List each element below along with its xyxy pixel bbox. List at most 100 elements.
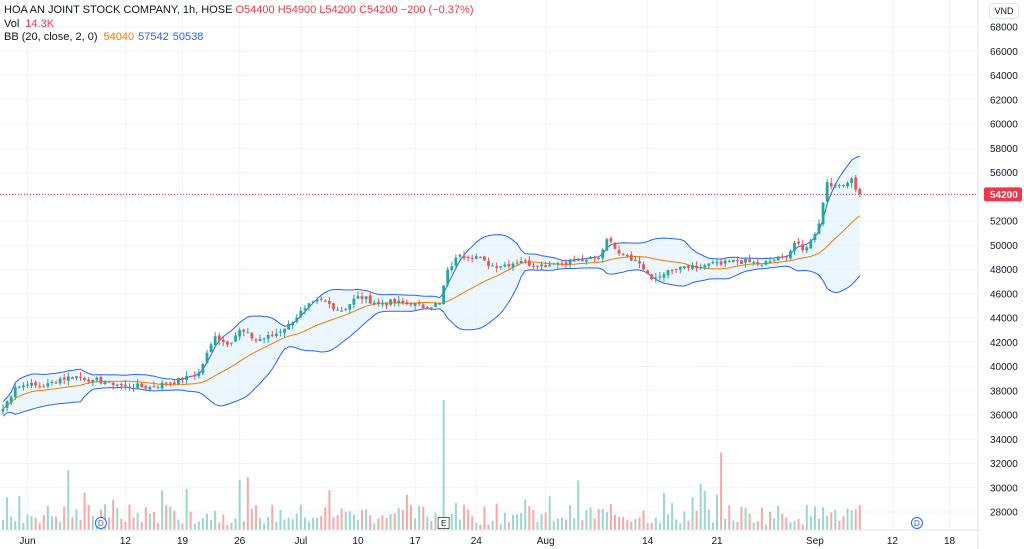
volume-bar	[348, 511, 351, 530]
volume-bar	[569, 505, 572, 530]
candle-body	[666, 270, 670, 276]
volume-bar	[744, 507, 747, 530]
volume-bar	[34, 517, 37, 530]
ohlc-close: C54200	[359, 4, 398, 16]
candle	[548, 261, 552, 267]
volume-bar	[797, 519, 800, 530]
candle-body	[352, 298, 356, 305]
currency-badge[interactable]: VND	[989, 3, 1019, 19]
candle	[160, 380, 164, 392]
earnings-marker[interactable]: E	[437, 517, 450, 529]
candle	[764, 260, 768, 266]
dividend-marker[interactable]: D	[94, 517, 107, 529]
candle	[462, 250, 466, 261]
candle	[858, 187, 862, 198]
candle	[119, 382, 123, 390]
volume-bar	[418, 505, 421, 530]
volume-bar	[634, 518, 637, 530]
candle-body	[850, 178, 854, 183]
volume-series	[2, 400, 861, 530]
candle-body	[580, 258, 584, 262]
volume-bar	[279, 509, 282, 530]
candle	[5, 400, 9, 412]
volume-value: 14.3K	[25, 17, 55, 30]
dividend-marker[interactable]: D	[910, 517, 923, 529]
candle	[287, 320, 290, 330]
legend-volume-row[interactable]: Vol 14.3K	[4, 18, 473, 32]
candle	[66, 372, 70, 386]
volume-bar	[552, 521, 555, 530]
volume-bar	[120, 518, 123, 530]
candle-body	[442, 285, 446, 304]
volume-bar	[671, 502, 674, 530]
candle-body	[491, 265, 494, 267]
candle	[695, 261, 698, 272]
candle-body	[687, 265, 690, 268]
candle-body	[564, 262, 568, 265]
volume-bar	[132, 517, 135, 530]
candle	[589, 256, 592, 260]
candle	[580, 254, 584, 262]
volume-bar	[695, 510, 698, 530]
candle-body	[266, 335, 270, 339]
candle	[1, 404, 5, 415]
candle	[401, 298, 405, 305]
candle	[70, 376, 74, 379]
volume-bar	[618, 516, 621, 530]
candle-body	[425, 307, 429, 309]
volume-bar	[434, 512, 437, 530]
ohlc-change: −200 (−0.37%)	[400, 4, 474, 16]
candle-body	[601, 249, 605, 259]
volume-bar	[662, 492, 665, 530]
candle-body	[144, 386, 148, 389]
bollinger-bands	[2, 155, 861, 417]
candle-body	[303, 308, 307, 310]
candle-body	[682, 266, 686, 269]
candle	[393, 297, 397, 307]
x-tick-label: 12	[887, 536, 899, 547]
volume-bar	[752, 522, 755, 530]
volume-bar	[173, 510, 176, 530]
volume-bar	[263, 523, 266, 530]
x-tick-label: 18	[944, 536, 956, 547]
candle	[54, 380, 58, 385]
volume-bar	[491, 520, 494, 530]
candle	[466, 255, 470, 262]
legend-bb-row[interactable]: BB (20, close, 2, 0) 54040 57542 50538	[4, 31, 473, 45]
candle-body	[254, 339, 258, 341]
x-tick-label: Sep	[806, 536, 824, 547]
candle	[230, 342, 233, 346]
volume-bar	[59, 522, 62, 530]
candle	[568, 258, 572, 270]
candle	[38, 382, 42, 389]
candle-body	[17, 386, 21, 388]
candle-body	[744, 258, 747, 263]
candle-body	[319, 298, 323, 300]
candle-body	[246, 332, 250, 334]
candle	[348, 304, 352, 313]
candle-body	[674, 268, 678, 270]
candle	[527, 256, 531, 267]
candle-body	[38, 386, 42, 388]
candle-body	[323, 300, 327, 302]
candle-body	[242, 329, 246, 332]
candle-body	[642, 264, 645, 270]
x-tick-label: 26	[234, 536, 246, 547]
candle-body	[226, 341, 229, 345]
candle-body	[221, 339, 225, 343]
volume-bar	[287, 517, 290, 530]
candle-body	[385, 302, 388, 306]
candle	[34, 380, 38, 389]
candle-body	[360, 296, 364, 300]
candle-body	[731, 259, 735, 263]
candle	[279, 328, 282, 337]
volume-bar	[222, 514, 225, 530]
candle-body	[30, 382, 33, 386]
candle-body	[279, 331, 282, 333]
candle-body	[748, 259, 752, 263]
volume-bar	[601, 508, 604, 530]
candle	[515, 259, 519, 266]
dividend-marker-label: D	[98, 519, 104, 528]
candle-body	[650, 274, 654, 280]
